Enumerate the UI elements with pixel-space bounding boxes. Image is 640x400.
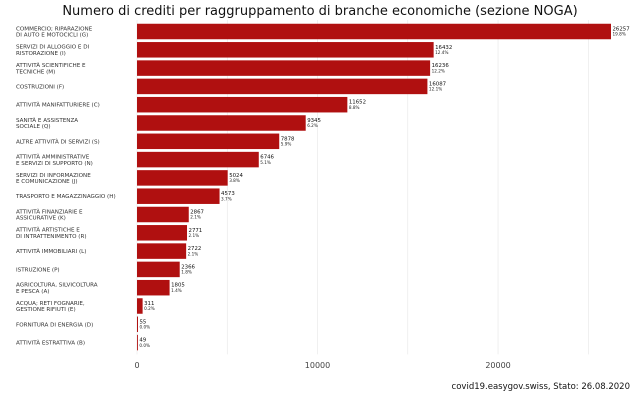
bar-value-label: 2722 (188, 246, 202, 252)
category-label: ATTIVITÀ AMMINISTRATIVE E SERVIZI DI SUPP… (16, 153, 93, 166)
bar (137, 261, 180, 278)
bar-percent-label: 2.1% (190, 215, 201, 220)
bar-value-label: 16432 (435, 45, 452, 51)
bar-percent-label: 2.1% (188, 251, 199, 256)
bar-percent-label: 1.8% (181, 270, 192, 275)
bar-value-label: 2771 (189, 228, 203, 234)
category-label: FORNITURA DI ENERGIA (D) (16, 322, 93, 328)
chart-caption: covid19.easygov.swiss, Stato: 26.08.2020 (451, 382, 630, 392)
category-label: ATTIVITÀ SCIENTIFICHE E TECNICHE (M) (15, 62, 86, 75)
category-labels: COMMERCIO; RIPARAZIONE DI AUTO E MOTOCICL… (15, 26, 116, 346)
bar-value-label: 16087 (429, 81, 446, 87)
bar-percent-label: 0.0% (139, 325, 150, 330)
bar (137, 115, 306, 131)
x-axis-ticks: 0 10000 20000 (134, 361, 510, 370)
category-label: ATTIVITÀ FINANZIARIE E ASSICURATIVE (K) (16, 208, 83, 221)
bar (137, 133, 280, 150)
category-label: SANITÀ E ASSISTENZA SOCIALE (Q) (16, 117, 78, 130)
category-label: ATTIVITÀ ESTRATTIVA (B) (16, 340, 85, 347)
category-label: AGRICOLTURA, SILVICOLTURA E PESCA (A) (16, 283, 98, 295)
chart-title: Numero di crediti per raggruppamento di … (62, 4, 578, 19)
bar-value-label: 311 (144, 301, 154, 307)
bar-value-label: 1805 (171, 283, 185, 289)
category-label: ATTIVITÀ IMMOBILIARI (L) (16, 248, 86, 255)
bar-value-label: 4573 (221, 191, 235, 197)
category-label: ATTIVITÀ ARTISTICHE E DI INTRATTENIMENTO … (16, 227, 87, 240)
category-label: ACQUA; RETI FOGNARIE, GESTIONE RIFIUTI (E… (16, 301, 85, 313)
bar-value-label: 16236 (432, 63, 450, 69)
bar (137, 225, 188, 241)
category-label: COMMERCIO; RIPARAZIONE DI AUTO E MOTOCICL… (16, 26, 93, 38)
bar-percent-label: 2.1% (189, 233, 200, 238)
bar-percent-label: 0.0% (139, 343, 150, 348)
bar (137, 60, 431, 76)
bar-value-label: 7878 (281, 136, 295, 142)
bar (137, 298, 143, 314)
bar-percent-label: 12.4% (435, 50, 448, 55)
bar-percent-label: 8.8% (349, 105, 360, 110)
x-tick-label: 0 (134, 361, 139, 370)
bar-value-label: 2867 (190, 210, 204, 216)
bar (137, 42, 434, 58)
category-label: SERVIZI DI INFORMAZIONE E COMUNICAZIONE (… (16, 173, 91, 185)
bar-percent-label: 5.9% (281, 142, 292, 147)
category-label: ALTRE ATTIVITÀ DI SERVIZI (S) (16, 138, 100, 145)
bar-value-label: 49 (139, 338, 146, 344)
bar-percent-label: 3.8% (229, 178, 240, 183)
bar-percent-label: 5.1% (260, 160, 271, 165)
category-label: ATTIVITÀ MANIFATTURIERE (C) (16, 102, 100, 109)
bar-percent-label: 12.2% (432, 68, 445, 73)
bar-percent-label: 19.8% (613, 32, 626, 37)
bar-percent-label: 0.2% (144, 306, 155, 311)
x-tick-label: 20000 (485, 361, 510, 370)
bar-value-label: 6746 (260, 155, 274, 161)
bar (137, 151, 259, 168)
category-label: COSTRUZIONI (F) (16, 84, 64, 90)
bar-percent-label: 6.2% (307, 123, 318, 128)
bar (137, 334, 138, 351)
bar-value-label: 5024 (229, 173, 243, 179)
bar (137, 279, 170, 296)
bar-value-label: 55 (139, 319, 146, 325)
x-tick-label: 10000 (305, 361, 330, 370)
bar (137, 188, 220, 204)
category-label: TRASPORTO E MAGAZZINAGGIO (H) (15, 194, 116, 200)
bar-value-label: 9345 (307, 118, 321, 124)
bar-percent-label: 3.7% (221, 196, 232, 201)
bar (137, 78, 428, 95)
bar (137, 316, 138, 333)
bar (137, 243, 187, 259)
bar-percent-label: 1.4% (171, 288, 182, 293)
bar-value-label: 2366 (181, 264, 195, 270)
category-label: SERVIZI DI ALLOGGIO E DI RISTORAZIONE (I) (16, 45, 90, 57)
bar-value-label: 26257 (613, 27, 630, 33)
bar (137, 206, 189, 223)
bar-value-label: 11652 (349, 100, 366, 106)
bar-percent-label: 12.1% (429, 87, 442, 92)
bar (137, 96, 348, 113)
category-label: ISTRUZIONE (P) (16, 267, 60, 273)
bar (137, 170, 228, 186)
bar (137, 23, 611, 40)
